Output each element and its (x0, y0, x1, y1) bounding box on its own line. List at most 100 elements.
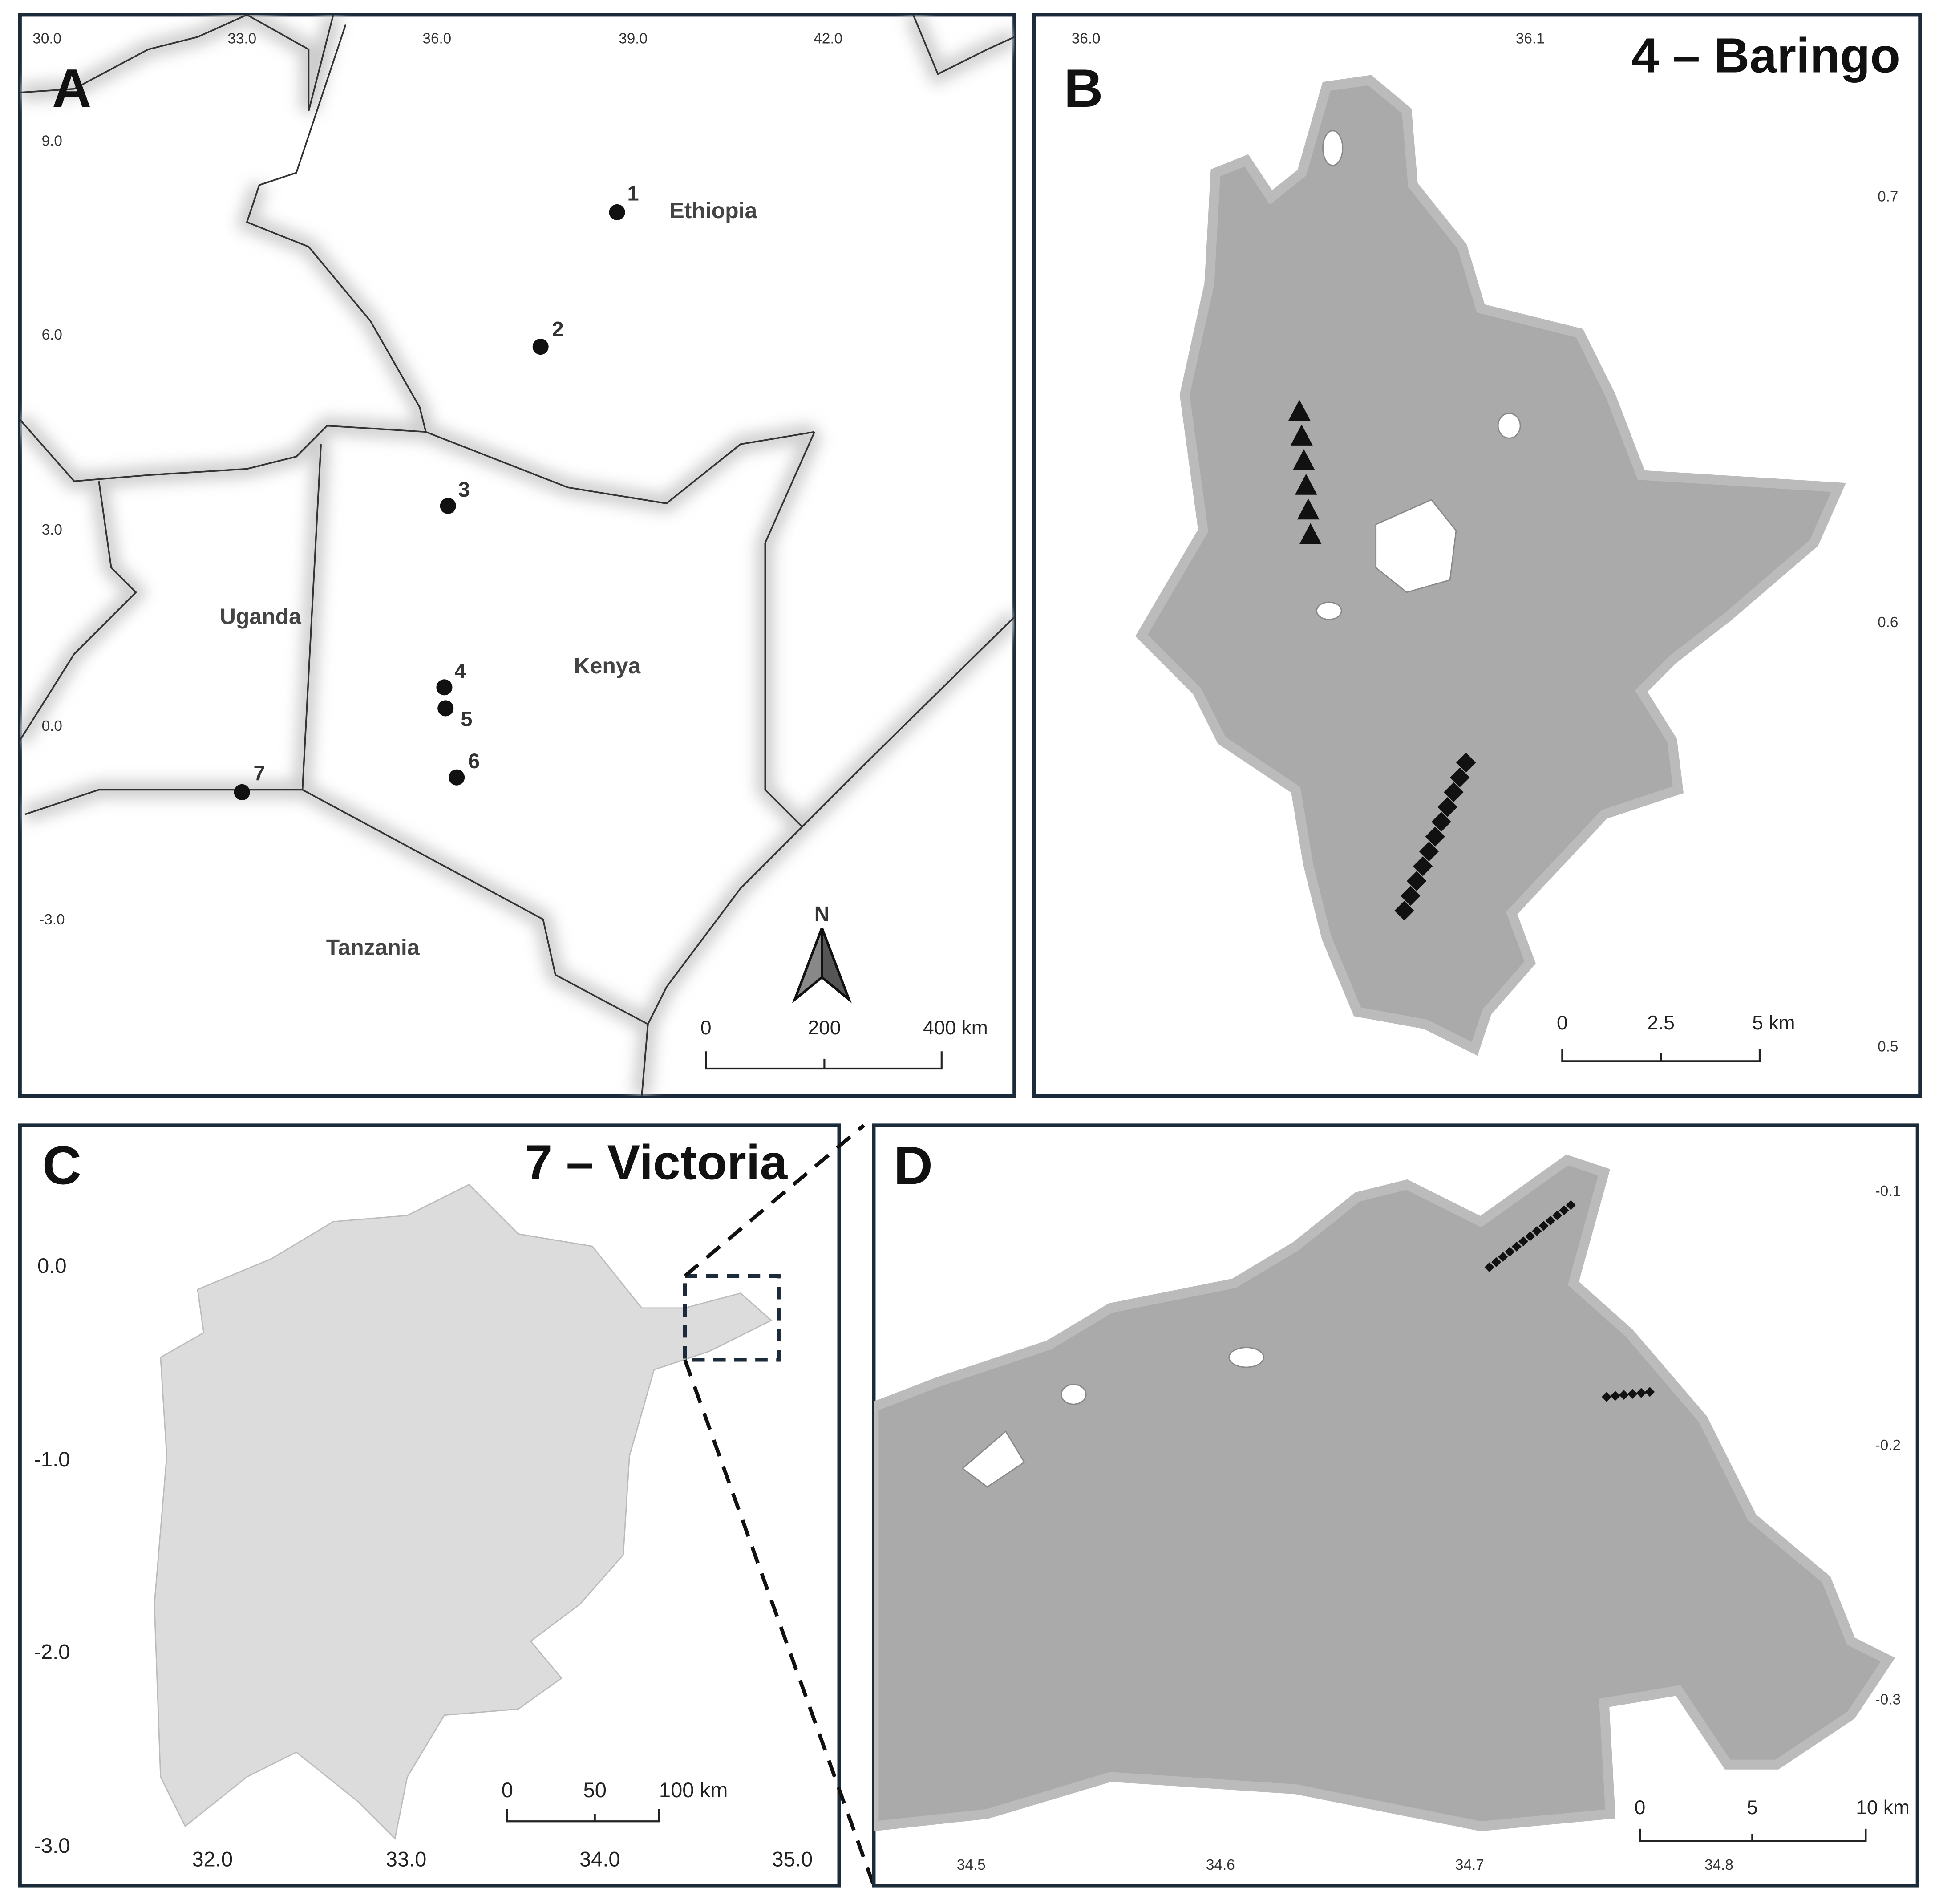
scale-label: 0 (1635, 1797, 1646, 1819)
y-tick-label: -3.0 (34, 1834, 70, 1857)
north-label: N (814, 902, 830, 926)
site-label: 2 (552, 317, 563, 340)
site-marker (440, 498, 456, 514)
site-label: 3 (458, 478, 470, 501)
country-label: Ethiopia (669, 198, 757, 223)
y-tick-label: -3.0 (39, 911, 65, 928)
scale-bar (1561, 1049, 1761, 1062)
y-tick-label: -0.3 (1875, 1691, 1901, 1708)
site-marker (234, 784, 250, 800)
inset-box (683, 1274, 781, 1362)
x-tick-label: 34.7 (1455, 1857, 1484, 1873)
y-tick-label: -0.2 (1875, 1437, 1901, 1454)
site-marker (532, 339, 549, 355)
islands (1316, 130, 1521, 620)
x-tick-label: 34.0 (579, 1847, 620, 1871)
diamond-marker (1394, 900, 1414, 921)
site-label: 6 (468, 749, 480, 773)
scale-label: 200 (808, 1017, 841, 1039)
diamond-marker (1491, 1257, 1502, 1267)
triangle-marker (1295, 474, 1317, 495)
panel-title: 7 – Victoria (525, 1134, 788, 1190)
panel-label: A (52, 58, 91, 118)
diamond-marker (1518, 1236, 1529, 1247)
scale-label: 5 km (1752, 1012, 1795, 1034)
diamond-marker (1456, 753, 1476, 773)
x-tick-label: 33.0 (227, 31, 256, 47)
diamond-marker (1401, 886, 1421, 906)
lake-victoria-inset (874, 1154, 1895, 1831)
diamond-marker (1450, 767, 1470, 787)
x-tick-label: 36.0 (422, 31, 451, 47)
y-tick-label: 0.5 (1878, 1039, 1898, 1055)
y-tick-label: -2.0 (34, 1640, 70, 1664)
site-label: 4 (454, 659, 466, 682)
diamond-marker (1566, 1200, 1576, 1210)
country-label: Tanzania (326, 935, 420, 960)
site-label: 7 (253, 762, 265, 785)
triangle-marker (1292, 449, 1315, 470)
panel-label: B (1064, 58, 1103, 118)
x-tick-label: 39.0 (619, 31, 648, 47)
lake-baringo (1135, 75, 1846, 1056)
site-label: 5 (461, 707, 472, 731)
y-tick-label: 6.0 (42, 327, 62, 343)
y-tick-label: 0.6 (1878, 614, 1898, 631)
site-marker (437, 700, 454, 717)
y-tick-label: 9.0 (42, 133, 62, 150)
triangle-marker (1299, 523, 1322, 544)
borders (20, 15, 1015, 1096)
north-arrow (792, 927, 852, 1004)
scale-label: 100 km (659, 1778, 728, 1802)
site-label: 1 (627, 182, 639, 205)
scale-label: 5 (1747, 1797, 1758, 1819)
x-tick-label: 34.8 (1704, 1857, 1733, 1873)
y-tick-label: 0.0 (37, 1254, 67, 1277)
baringo-sites-west (1288, 400, 1322, 544)
diamond-marker (1437, 797, 1457, 817)
x-tick-label: 36.0 (1072, 31, 1101, 47)
diamond-marker (1645, 1387, 1655, 1397)
triangle-marker (1288, 400, 1311, 421)
panel-a-frame (18, 13, 1016, 1098)
labels: 30.0 33.0 36.0 39.0 42.09.06.03.00.0-3.0AEth… (32, 28, 1910, 1873)
x-tick-label: 33.0 (386, 1847, 427, 1871)
x-tick-label: 32.0 (192, 1847, 233, 1871)
diamond-marker (1552, 1210, 1563, 1221)
x-tick-label: 42.0 (814, 31, 842, 47)
diamond-marker (1559, 1205, 1569, 1215)
site-markers (234, 204, 625, 800)
y-tick-label: -0.1 (1875, 1183, 1901, 1199)
panel-title: 4 – Baringo (1631, 28, 1900, 83)
panel-label: D (894, 1135, 933, 1196)
y-tick-label: 3.0 (42, 522, 62, 538)
x-tick-label: 34.6 (1206, 1857, 1235, 1873)
x-tick-label: 36.1 (1516, 31, 1545, 47)
y-tick-label: 0.7 (1878, 188, 1898, 205)
panel-label: C (42, 1135, 81, 1196)
scale-label: 400 km (923, 1017, 988, 1039)
country-label: Uganda (220, 604, 302, 629)
diamond-marker (1484, 1262, 1494, 1272)
inset-lines (683, 1124, 876, 1886)
diamond-marker (1444, 782, 1464, 802)
scale-bar (506, 1809, 660, 1823)
diamond-marker (1511, 1241, 1522, 1252)
baringo-sites-south (1394, 753, 1476, 921)
y-tick-label: 0.0 (42, 718, 62, 734)
x-tick-label: 30.0 (32, 31, 61, 47)
scale-label: 0 (700, 1017, 712, 1039)
diamond-marker (1431, 812, 1451, 832)
scale-label: 2.5 (1647, 1012, 1675, 1034)
triangle-marker (1290, 424, 1313, 446)
scale-label: 50 (583, 1778, 606, 1802)
islands (961, 1347, 1264, 1488)
diamond-marker (1619, 1390, 1629, 1400)
x-tick-label: 34.5 (957, 1857, 986, 1873)
diamond-marker (1505, 1247, 1515, 1257)
scale-label: 10 km (1856, 1797, 1910, 1819)
lake-victoria (154, 1183, 773, 1840)
diamond-marker (1525, 1231, 1535, 1241)
diamond-marker (1425, 826, 1445, 847)
